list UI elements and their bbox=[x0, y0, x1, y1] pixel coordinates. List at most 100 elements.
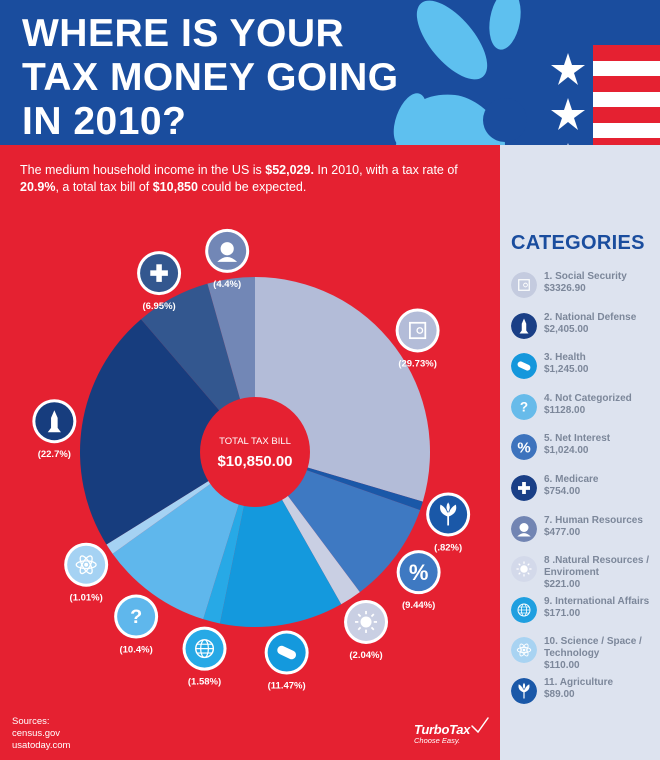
category-name: 4. Not Categorized bbox=[544, 392, 632, 404]
category-item: 10. Science / Space / Technology $110.00 bbox=[511, 635, 660, 672]
category-amount: $477.00 bbox=[544, 526, 581, 538]
category-name: 5. Net Interest bbox=[544, 433, 611, 445]
category-amount: $2,405.00 bbox=[544, 323, 589, 335]
category-label: 1. Social Security $3326.90 bbox=[544, 271, 660, 295]
atom-icon bbox=[75, 555, 97, 575]
callout-badge bbox=[117, 597, 156, 636]
pie-slice bbox=[79, 319, 255, 545]
page-title: WHERE IS YOUR TAX MONEY GOING IN 2010? bbox=[22, 12, 399, 143]
center-total: TOTAL TAX BILL $10,850.00 bbox=[200, 397, 310, 507]
percent-icon: % bbox=[409, 560, 429, 585]
sun-icon bbox=[355, 610, 378, 633]
category-name: 9. International Affairs bbox=[544, 595, 650, 607]
category-amount: $110.00 bbox=[544, 660, 580, 672]
checkmark-icon bbox=[470, 716, 490, 736]
source-link[interactable]: census.gov bbox=[12, 728, 61, 739]
center-total-label: TOTAL TAX BILL bbox=[219, 436, 291, 447]
missile-icon bbox=[511, 312, 537, 339]
category-label: 2. National Defense $2,405.00 bbox=[544, 312, 660, 336]
person-icon bbox=[217, 242, 238, 262]
category-label: 7. Human Resources $477.00 bbox=[544, 515, 660, 539]
slice-percent-label: (11.47%) bbox=[268, 681, 306, 692]
slice-callout: ? (10.4%) bbox=[114, 594, 159, 656]
category-label: 10. Science / Space / Technology $110.00 bbox=[544, 636, 660, 672]
category-item: ? 4. Not Categorized $1128.00 bbox=[511, 392, 659, 426]
slice-callout: (29.73%) bbox=[395, 308, 440, 369]
category-name: 8 .Natural Resources / bbox=[544, 555, 650, 567]
category-item: 6. Medicare $754.00 bbox=[511, 473, 659, 507]
sources-label: Sources: bbox=[12, 716, 50, 727]
atom-icon bbox=[511, 637, 537, 664]
category-amount: $1128.00 bbox=[544, 404, 586, 416]
category-label: 8 .Natural Resources / Enviroment $221.00 bbox=[544, 555, 660, 591]
plant-icon bbox=[440, 502, 457, 526]
categories-title: CATEGORIES bbox=[511, 232, 645, 254]
category-item: 7. Human Resources $477.00 bbox=[511, 514, 659, 548]
safe-icon bbox=[511, 272, 537, 298]
category-item: 2. National Defense $2,405.00 bbox=[511, 311, 659, 345]
slice-callout: % (9.44%) bbox=[396, 550, 441, 611]
sun-icon bbox=[511, 556, 537, 583]
safe-icon bbox=[409, 321, 427, 340]
category-item: 11. Agriculture $89.00 bbox=[511, 676, 659, 710]
slice-percent-label: (29.73%) bbox=[398, 358, 437, 369]
category-name-cont: Enviroment bbox=[544, 567, 600, 579]
pie-chart: (29.73%) (.82%)% (9.44%) (2.04%) (11.47%) (1.… bbox=[32, 228, 471, 692]
globe-icon bbox=[511, 596, 537, 623]
intro-text: The medium household income in the US is… bbox=[20, 163, 458, 194]
slice-callout: (4.4%) bbox=[205, 228, 250, 290]
slice-percent-label: (1.01%) bbox=[70, 593, 103, 604]
category-label: 6. Medicare $754.00 bbox=[544, 474, 660, 498]
slice-percent-label: (2.04%) bbox=[349, 650, 382, 661]
category-label: 3. Health $1,245.00 bbox=[544, 352, 660, 376]
turbotax-logo[interactable]: TurboTax Choose Easy. bbox=[414, 716, 490, 745]
svg-text:?: ? bbox=[520, 399, 528, 414]
center-total-value: $10,850.00 bbox=[217, 453, 292, 470]
sources: Sources: census.gov usatoday.com bbox=[12, 716, 70, 752]
question-icon: ? bbox=[130, 606, 142, 628]
category-name: 3. Health bbox=[544, 352, 586, 364]
category-name-cont: Technology bbox=[544, 648, 600, 660]
slice-callout: (22.7%) bbox=[32, 399, 77, 460]
slice-percent-label: (.82%) bbox=[434, 542, 462, 553]
slice-percent-label: (6.95%) bbox=[142, 301, 175, 312]
slice-callout: (1.58%) bbox=[182, 626, 227, 688]
slice-callout: (2.04%) bbox=[344, 599, 389, 661]
category-amount: $1,024.00 bbox=[544, 445, 589, 457]
category-label: 4. Not Categorized $1128.00 bbox=[544, 393, 660, 417]
logo-name: TurboTax bbox=[414, 722, 471, 737]
category-amount: $1,245.00 bbox=[544, 364, 589, 376]
slice-callout: (.82%) bbox=[426, 492, 471, 553]
missile-icon bbox=[47, 410, 61, 433]
plant-icon bbox=[511, 678, 537, 704]
slice-percent-label: (1.58%) bbox=[188, 677, 221, 688]
category-amount: $171.00 bbox=[544, 607, 581, 619]
slice-percent-label: (9.44%) bbox=[402, 600, 435, 611]
category-name: 10. Science / Space / bbox=[544, 636, 642, 648]
slice-percent-label: (10.4%) bbox=[119, 645, 152, 656]
category-label: 5. Net Interest $1,024.00 bbox=[544, 433, 660, 457]
category-item: 9. International Affairs $171.00 bbox=[511, 595, 659, 629]
category-item: 3. Health $1,245.00 bbox=[511, 351, 659, 385]
svg-text:?: ? bbox=[130, 606, 142, 628]
svg-text:%: % bbox=[517, 440, 530, 457]
category-label: 11. Agriculture $89.00 bbox=[544, 677, 660, 701]
source-link[interactable]: usatoday.com bbox=[12, 740, 71, 751]
callout-badge bbox=[399, 553, 438, 592]
category-name: 2. National Defense bbox=[544, 311, 637, 323]
question-icon: ? bbox=[511, 393, 537, 420]
slice-callout: (6.95%) bbox=[137, 251, 182, 312]
category-amount: $89.00 bbox=[544, 689, 575, 700]
category-item: 1. Social Security $3326.90 bbox=[511, 270, 659, 304]
category-item: % 5. Net Interest $1,024.00 bbox=[511, 432, 659, 466]
category-label: 9. International Affairs $171.00 bbox=[544, 596, 660, 620]
category-name: 1. Social Security bbox=[544, 271, 627, 282]
header-banner: WHERE IS YOUR TAX MONEY GOING IN 2010? bbox=[0, 0, 660, 145]
globe-icon bbox=[195, 639, 215, 659]
cross-icon bbox=[511, 475, 537, 501]
category-name: 6. Medicare bbox=[544, 474, 599, 485]
category-amount: $3326.90 bbox=[544, 283, 586, 294]
cross-icon bbox=[150, 264, 168, 282]
logo-tagline: Choose Easy. bbox=[414, 736, 461, 745]
category-item: 8 .Natural Resources / Enviroment $221.00 bbox=[511, 554, 660, 591]
